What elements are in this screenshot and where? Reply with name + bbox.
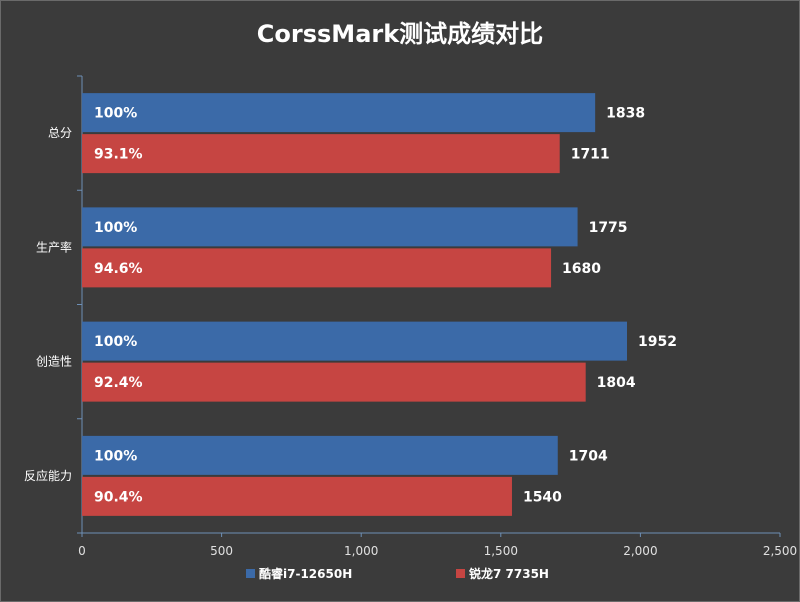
- x-tick-label: 0: [78, 544, 86, 558]
- percent-label: 92.4%: [94, 375, 143, 391]
- bar: [82, 321, 627, 361]
- bar: [82, 93, 596, 133]
- legend-swatch: [246, 569, 255, 578]
- value-label: 1952: [638, 334, 677, 350]
- value-label: 1775: [589, 220, 628, 236]
- value-label: 1680: [562, 261, 601, 277]
- category-label: 生产率: [36, 239, 72, 254]
- bar: [82, 134, 560, 174]
- percent-label: 93.1%: [94, 147, 143, 163]
- value-label: 1838: [606, 106, 645, 122]
- chart-title: CorssMark测试成绩对比: [257, 20, 543, 48]
- bar: [82, 362, 586, 402]
- value-label: 1711: [571, 147, 610, 163]
- x-tick-label: 1,000: [344, 544, 378, 558]
- x-tick-label: 1,500: [484, 544, 518, 558]
- category-label: 创造性: [36, 355, 72, 369]
- legend-label: 锐龙7 7735H: [469, 566, 549, 581]
- legend-swatch: [456, 569, 465, 578]
- bar: [82, 435, 558, 475]
- percent-label: 100%: [94, 448, 137, 464]
- bar: [82, 476, 512, 516]
- bars: [82, 93, 627, 516]
- legend-label: 酷睿i7-12650H: [259, 566, 352, 581]
- percent-label: 100%: [94, 220, 137, 236]
- bar: [82, 207, 578, 247]
- category-label: 反应能力: [24, 468, 72, 483]
- x-tick-label: 500: [210, 544, 233, 558]
- percent-label: 100%: [94, 106, 137, 122]
- percent-label: 100%: [94, 334, 137, 350]
- percent-label: 94.6%: [94, 261, 143, 277]
- category-label: 总分: [48, 126, 72, 140]
- value-label: 1540: [523, 489, 562, 505]
- legend: 酷睿i7-12650H 锐龙7 7735H: [246, 566, 549, 581]
- labels: 总分 100% 1838 93.1% 1711 生产率 100% 1775 94.6% 1680 创…: [24, 106, 677, 506]
- value-label: 1704: [569, 448, 608, 464]
- value-label: 1804: [597, 375, 636, 391]
- bar: [82, 248, 552, 288]
- x-tick-label: 2,500: [763, 544, 797, 558]
- x-tick-label: 2,000: [623, 544, 657, 558]
- percent-label: 90.4%: [94, 489, 143, 505]
